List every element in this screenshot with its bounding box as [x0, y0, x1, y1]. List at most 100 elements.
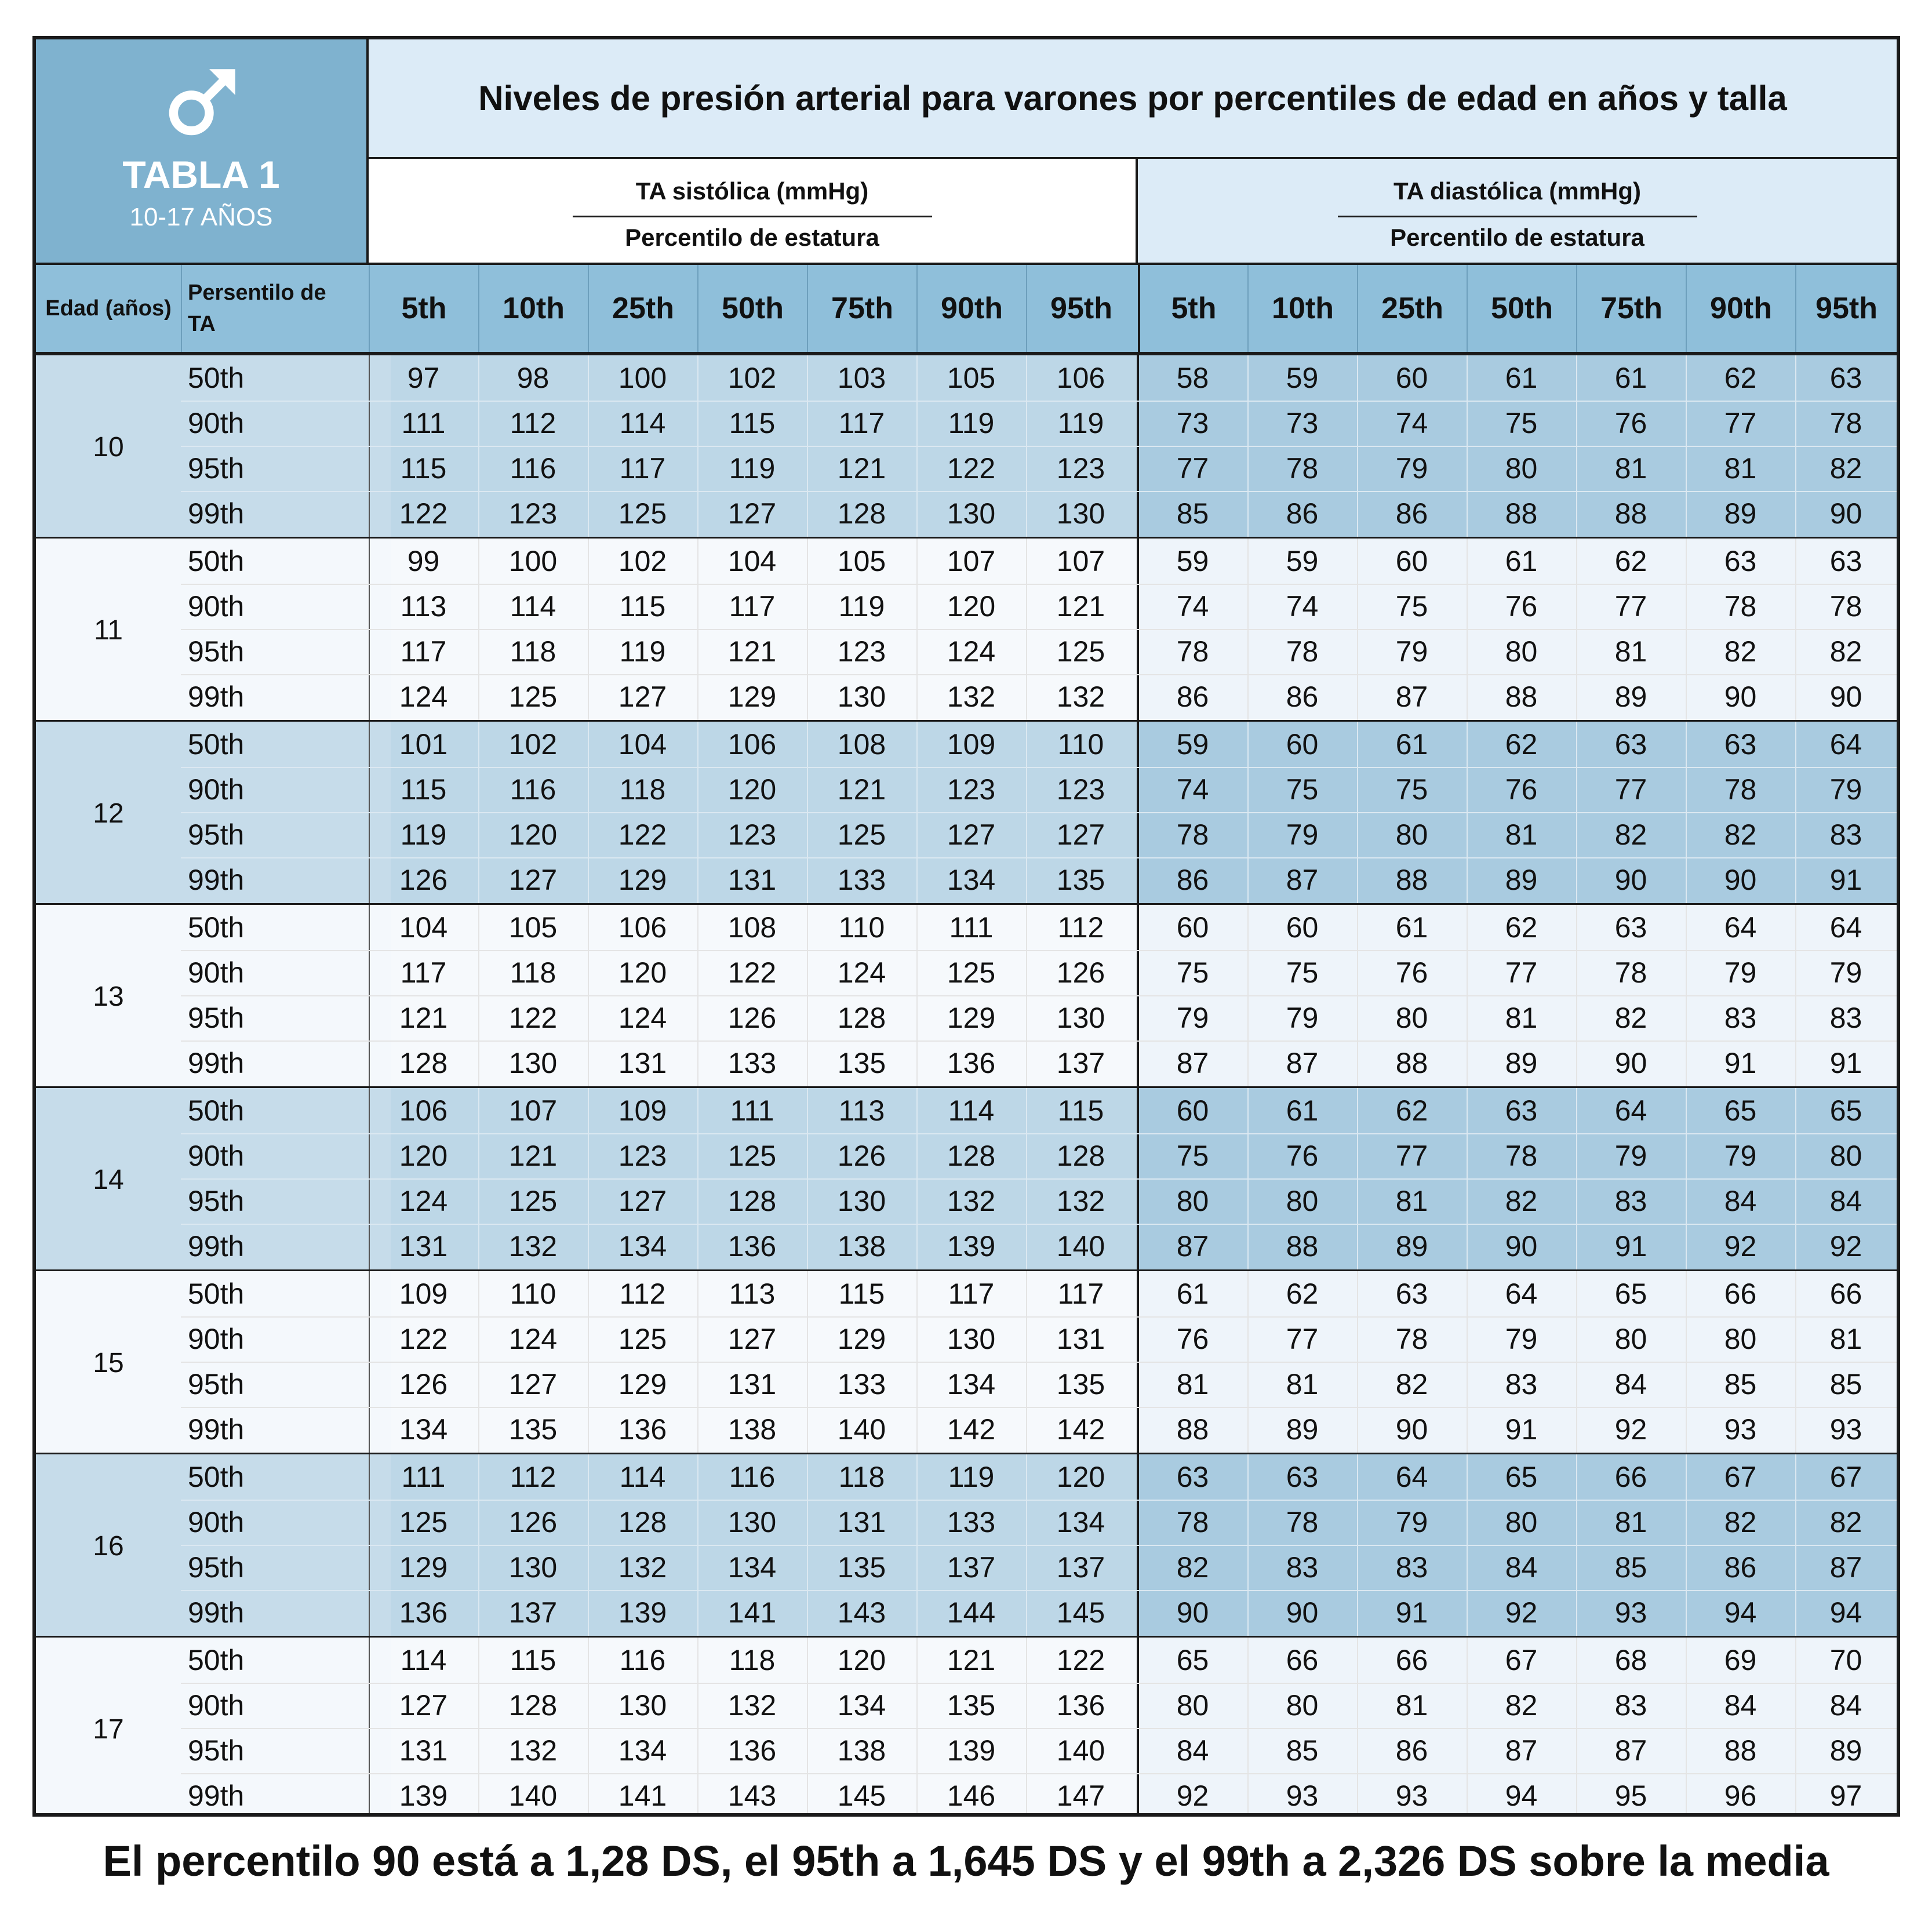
sys-value-cell: 134 — [947, 1368, 996, 1400]
sys-value-cell: 100 — [508, 545, 558, 577]
dia-value-cell: 87 — [1286, 1047, 1319, 1079]
sys-value-cell: 121 — [727, 635, 777, 668]
dia-value-cell: 59 — [1176, 728, 1209, 761]
table-title: Niveles de presión arterial para varones… — [369, 39, 1897, 159]
sys-value-cell: 106 — [618, 911, 667, 944]
grid-vline — [478, 1088, 479, 1271]
bp-percentile-cell: 50th — [188, 545, 245, 577]
age-group-separator — [36, 537, 1897, 540]
dia-value-cell: 82 — [1829, 1506, 1862, 1538]
age-group-16: 16 50th 111 112 114 116 118 119 120 63 63 64 65 66 67 6… — [36, 1454, 1897, 1639]
sys-value-cell: 124 — [508, 1323, 558, 1355]
table-row: 99th 122 123 125 127 128 130 130 85 86 86 88 88 89 90 — [36, 491, 1897, 536]
grid-vline — [807, 539, 808, 722]
table-row: 90th 111 112 114 115 117 119 119 73 73 74 75 76 77 78 — [36, 401, 1897, 446]
percentile-header-line1: Persentilo de — [188, 281, 326, 305]
dia-value-cell: 83 — [1829, 818, 1862, 851]
age-label: 17 — [93, 1713, 124, 1745]
dia-value-cell: 80 — [1176, 1689, 1209, 1722]
grid-hline — [181, 446, 1897, 447]
dia-value-cell: 81 — [1505, 1002, 1538, 1034]
dia-value-cell: 79 — [1829, 956, 1862, 989]
bp-percentile-cell: 90th — [188, 590, 245, 623]
dia-value-cell: 63 — [1829, 545, 1862, 577]
sys-value-cell: 110 — [510, 1278, 556, 1310]
dia-value-cell: 84 — [1176, 1734, 1209, 1767]
table-row: 50th 114 115 116 118 120 121 122 65 66 66 67 68 69 70 — [36, 1638, 1897, 1683]
dia-bg — [1138, 355, 1897, 539]
grid-hline — [181, 1545, 1897, 1546]
sys-value-cell: 125 — [947, 956, 996, 989]
sys-value-cell: 121 — [837, 773, 886, 806]
grid-vline — [1795, 539, 1796, 722]
sys-value-cell: 131 — [727, 1368, 777, 1400]
grid-vline — [1247, 1638, 1249, 1813]
male-symbol-icon — [36, 63, 366, 144]
bp-percentile-cell: 95th — [188, 1368, 245, 1400]
dia-value-cell: 91 — [1505, 1413, 1538, 1446]
sys-dia-divider — [1137, 1088, 1139, 1271]
sys-value-cell: 143 — [837, 1596, 886, 1629]
dia-value-cell: 76 — [1286, 1140, 1319, 1172]
sys-value-cell: 140 — [1056, 1734, 1105, 1767]
dia-value-cell: 62 — [1614, 545, 1647, 577]
sys-value-cell: 127 — [618, 681, 667, 713]
sys-value-cell: 113 — [838, 1094, 885, 1127]
age-group-separator — [36, 720, 1897, 723]
sys-value-cell: 138 — [727, 1413, 777, 1446]
dia-value-cell: 64 — [1505, 1278, 1538, 1310]
sys-value-cell: 124 — [837, 956, 886, 989]
age-bg — [36, 355, 391, 539]
dia-value-cell: 78 — [1614, 956, 1647, 989]
sys-value-cell: 121 — [508, 1140, 558, 1172]
table-row: 95th 119 120 122 123 125 127 127 78 79 80 81 82 82 83 — [36, 812, 1897, 857]
dia-value-cell: 78 — [1829, 407, 1862, 439]
sys-value-cell: 112 — [1057, 911, 1104, 944]
sys-dia-divider — [1137, 905, 1139, 1088]
dia-value-cell: 78 — [1505, 1140, 1538, 1172]
grid-vline — [697, 539, 698, 722]
sys-value-cell: 142 — [947, 1413, 996, 1446]
table-row: 99th 124 125 127 129 130 132 132 86 86 87 88 89 90 90 — [36, 674, 1897, 719]
column-header-row: Edad (años) Persentilo de TA 5th 10th 25th… — [36, 265, 1897, 355]
age-label: 12 — [93, 798, 124, 829]
grid-vline — [1467, 1638, 1468, 1813]
grid-hline — [181, 1316, 1897, 1318]
sys-value-cell: 132 — [1056, 1185, 1105, 1217]
sys-dia-divider — [1137, 1271, 1139, 1454]
bp-percentile-cell: 95th — [188, 1185, 245, 1217]
grid-vline — [697, 355, 698, 539]
dia-value-cell: 90 — [1724, 681, 1757, 713]
dia-value-cell: 92 — [1614, 1413, 1647, 1446]
table-row: 95th 117 118 119 121 123 124 125 78 78 79 80 81 82 82 — [36, 629, 1897, 674]
dia-value-cell: 89 — [1724, 497, 1757, 530]
sys-value-cell: 115 — [838, 1278, 885, 1310]
table-row: 95th 126 127 129 131 133 134 135 81 81 82 83 84 85 85 — [36, 1362, 1897, 1407]
age-group-12: 12 50th 101 102 104 106 108 109 110 59 60 61 62 63 63 6… — [36, 722, 1897, 906]
grid-vline — [1576, 355, 1577, 539]
sys-value-cell: 115 — [510, 1644, 556, 1676]
dia-value-cell: 81 — [1286, 1368, 1319, 1400]
dia-value-cell: 60 — [1286, 728, 1319, 761]
dia-value-cell: 61 — [1286, 1094, 1319, 1127]
sys-value-cell: 134 — [837, 1689, 886, 1722]
dia-value-cell: 61 — [1505, 545, 1538, 577]
dia-value-cell: 91 — [1614, 1230, 1647, 1262]
sys-value-cell: 137 — [508, 1596, 558, 1629]
dia-bg — [1138, 722, 1897, 905]
sys-value-cell: 122 — [399, 497, 448, 530]
dia-value-cell: 70 — [1829, 1644, 1862, 1676]
sys-value-cell: 136 — [727, 1230, 777, 1262]
grid-vline — [1247, 1271, 1249, 1454]
grid-vline — [1357, 1638, 1358, 1813]
dia-value-cell: 86 — [1286, 681, 1319, 713]
age-group-separator — [36, 1086, 1897, 1089]
dia-value-cell: 89 — [1614, 681, 1647, 713]
sys-value-cell: 127 — [1056, 818, 1105, 851]
dia-value-cell: 76 — [1395, 956, 1428, 989]
grid-vline — [1686, 1271, 1687, 1454]
dia-value-cell: 90 — [1176, 1596, 1209, 1629]
dia-value-cell: 63 — [1829, 362, 1862, 394]
age-group-17: 17 50th 114 115 116 118 120 121 122 65 66 66 67 68 69 7… — [36, 1638, 1897, 1813]
sys-value-cell: 142 — [1056, 1413, 1105, 1446]
